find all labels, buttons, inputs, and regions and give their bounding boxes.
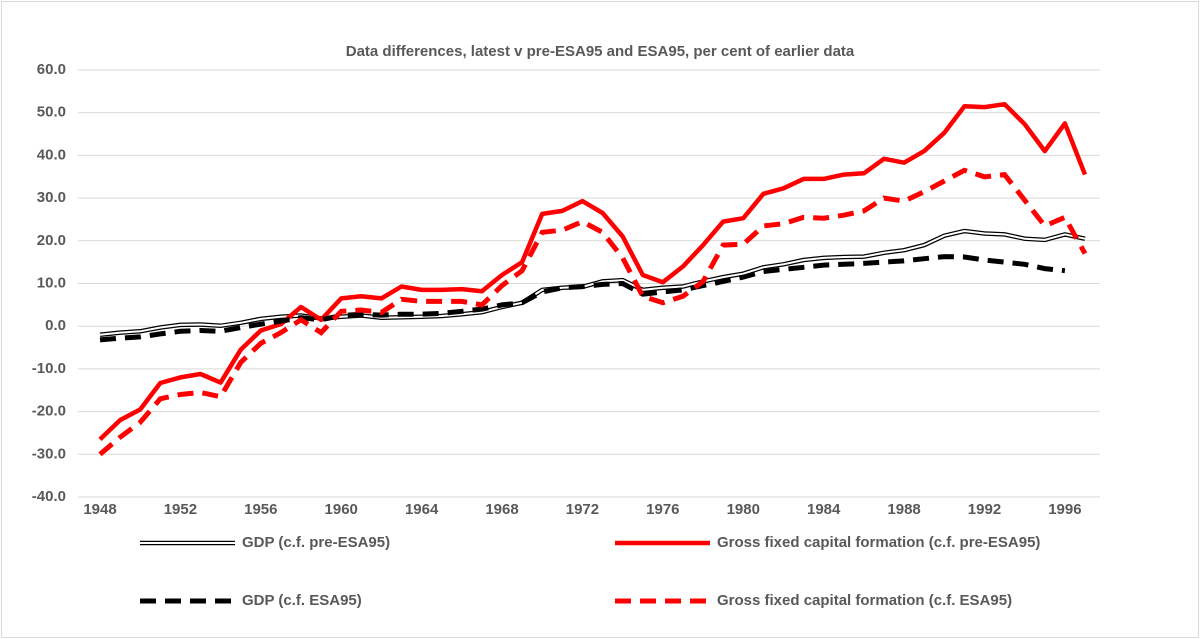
x-tick-label: 1992 bbox=[968, 501, 1001, 518]
x-tick-label: 1968 bbox=[485, 501, 518, 518]
x-tick-label: 1960 bbox=[325, 501, 358, 518]
chart-title: Data differences, latest v pre-ESA95 and… bbox=[346, 43, 855, 60]
x-tick-label: 1984 bbox=[807, 501, 841, 518]
x-tick-label: 1976 bbox=[646, 501, 679, 518]
y-tick-label: 10.0 bbox=[37, 274, 66, 291]
line-inner bbox=[99, 229, 1086, 336]
y-tick-label: 0.0 bbox=[45, 317, 66, 334]
y-tick-label: 40.0 bbox=[37, 146, 66, 163]
x-tick-label: 1948 bbox=[83, 501, 116, 518]
y-tick-label: 30.0 bbox=[37, 189, 66, 206]
x-tick-label: 1988 bbox=[887, 501, 920, 518]
legend-label: Gross fixed capital formation (c.f. pre-… bbox=[717, 534, 1040, 551]
x-tick-label: 1952 bbox=[164, 501, 197, 518]
line bbox=[99, 254, 1066, 343]
y-tick-label: -40.0 bbox=[32, 488, 66, 505]
legend-label: Gross fixed capital formation (c.f. ESA9… bbox=[717, 592, 1012, 609]
x-tick-label: 1964 bbox=[405, 501, 439, 518]
y-tick-label: 50.0 bbox=[37, 104, 66, 121]
y-tick-label: -10.0 bbox=[32, 360, 66, 377]
line bbox=[98, 167, 1088, 457]
x-tick-label: 1980 bbox=[727, 501, 760, 518]
x-tick-label: 1956 bbox=[244, 501, 277, 518]
x-tick-label: 1972 bbox=[566, 501, 599, 518]
line bbox=[98, 101, 1088, 442]
x-tick-label: 1996 bbox=[1048, 501, 1081, 518]
legend-label: GDP (c.f. ESA95) bbox=[242, 592, 362, 609]
y-tick-label: 20.0 bbox=[37, 232, 66, 249]
legend-label: GDP (c.f. pre-ESA95) bbox=[242, 534, 390, 551]
y-tick-label: 60.0 bbox=[37, 61, 66, 78]
y-tick-label: -20.0 bbox=[32, 403, 66, 420]
y-tick-label: -30.0 bbox=[32, 445, 66, 462]
